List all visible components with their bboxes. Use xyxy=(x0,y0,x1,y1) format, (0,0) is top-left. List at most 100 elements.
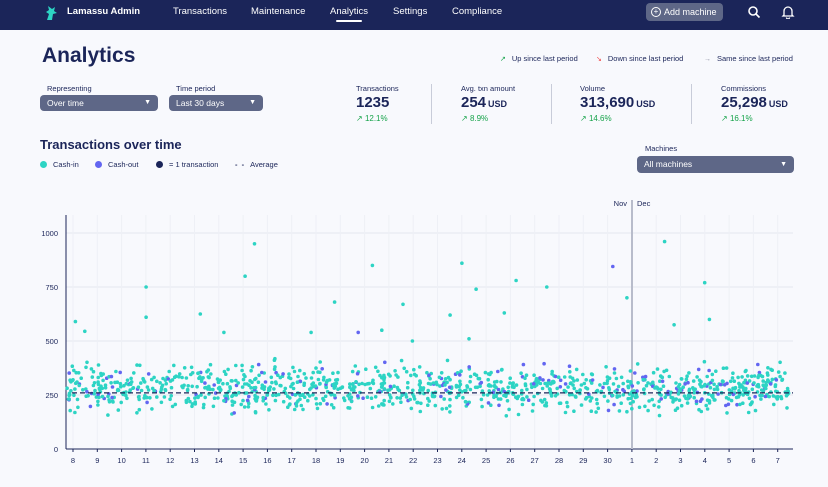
cash-out-point xyxy=(388,384,393,389)
nav-transactions[interactable]: Transactions xyxy=(173,6,228,17)
cash-in-point xyxy=(75,380,79,384)
cash-in-point xyxy=(249,386,253,390)
cash-in-point xyxy=(642,387,646,391)
nav-compliance[interactable]: Compliance xyxy=(452,6,503,17)
cash-in-point xyxy=(532,373,536,377)
cash-in-point xyxy=(669,395,673,400)
x-tick-label: 14 xyxy=(215,456,223,465)
cash-out-point xyxy=(567,364,572,368)
cash-in-point xyxy=(443,377,448,381)
cash-in-point xyxy=(265,393,270,397)
cash-out-point xyxy=(479,380,484,385)
cash-in-point xyxy=(167,369,171,374)
cash-out-point xyxy=(320,367,325,371)
cash-in-point xyxy=(79,376,83,380)
time-period-select[interactable]: Last 30 days ▼ xyxy=(169,95,263,111)
cash-in-point xyxy=(562,388,567,393)
cash-in-point xyxy=(695,375,699,379)
cash-in-point xyxy=(474,287,478,291)
cash-in-point xyxy=(427,399,432,403)
cash-in-point xyxy=(271,393,275,398)
representing-select[interactable]: Over time ▼ xyxy=(40,95,158,111)
cash-in-point xyxy=(687,387,692,392)
cash-in-point xyxy=(487,383,491,387)
cash-in-point xyxy=(738,402,742,407)
cash-in-point xyxy=(222,330,226,335)
cash-in-point xyxy=(565,400,569,405)
stat-avg-value: 254 USD xyxy=(461,94,508,111)
cash-in-point xyxy=(96,363,101,367)
cash-in-point xyxy=(489,403,493,407)
cash-in-point xyxy=(641,377,646,382)
notifications-bell-icon[interactable] xyxy=(781,5,795,19)
cash-in-point xyxy=(778,374,782,379)
cash-in-point xyxy=(137,397,141,402)
cash-in-point xyxy=(198,312,203,316)
cash-out-point xyxy=(110,385,115,389)
cash-in-point xyxy=(180,375,184,380)
cash-in-point xyxy=(376,369,380,374)
add-machine-button[interactable]: + Add machine xyxy=(646,3,723,21)
cash-in-point xyxy=(89,367,94,371)
cash-in-point xyxy=(287,372,291,376)
cash-in-point xyxy=(542,397,547,402)
cash-in-point xyxy=(97,395,101,400)
x-tick-label: 25 xyxy=(482,456,490,465)
cash-in-point xyxy=(168,397,172,401)
cash-in-point xyxy=(459,369,463,373)
cash-in-point xyxy=(652,403,656,408)
cash-in-point xyxy=(495,379,499,384)
cash-in-point xyxy=(276,373,280,377)
cash-in-point xyxy=(605,375,610,379)
cash-in-point xyxy=(90,375,95,379)
cash-in-point xyxy=(614,376,619,381)
cash-in-point xyxy=(404,395,409,399)
machines-select[interactable]: All machines ▼ xyxy=(637,156,794,173)
cash-in-point xyxy=(159,400,164,405)
cash-in-point xyxy=(93,388,97,393)
cash-in-point xyxy=(732,379,737,383)
search-icon[interactable] xyxy=(747,5,761,19)
cash-in-point xyxy=(334,378,338,382)
x-tick-label: 22 xyxy=(409,456,417,465)
cash-out-point xyxy=(774,378,779,382)
cash-in-point xyxy=(177,372,182,376)
cash-in-point xyxy=(99,384,103,388)
cash-in-point xyxy=(84,394,88,398)
cash-in-point xyxy=(739,384,743,388)
cash-in-point xyxy=(630,393,635,398)
cash-in-point xyxy=(667,374,672,379)
cash-in-point xyxy=(635,362,640,366)
cash-in-point xyxy=(464,400,468,404)
cash-in-point xyxy=(408,397,413,402)
cash-out-point xyxy=(298,379,303,384)
cash-in-point xyxy=(170,404,175,409)
cash-in-point xyxy=(84,365,88,370)
cash-in-point xyxy=(234,378,238,383)
cash-in-point xyxy=(198,375,202,379)
cash-in-point xyxy=(646,408,650,413)
cash-in-point xyxy=(400,393,404,397)
cash-in-point xyxy=(708,385,713,390)
nav-settings[interactable]: Settings xyxy=(393,6,428,17)
x-tick-label: 24 xyxy=(458,456,466,465)
cash-in-point xyxy=(479,397,484,402)
stat-transactions-value: 1235 xyxy=(356,94,390,111)
cash-in-point xyxy=(785,406,789,410)
chevron-down-icon: ▼ xyxy=(144,99,151,106)
cash-in-point xyxy=(365,382,370,386)
cash-in-point xyxy=(729,398,734,403)
plus-icon: + xyxy=(651,7,661,17)
lamassu-logo-icon[interactable] xyxy=(44,5,58,21)
y-tick-label: 500 xyxy=(45,337,58,346)
cash-in-point xyxy=(610,393,615,398)
nav-maintenance[interactable]: Maintenance xyxy=(251,6,306,17)
cash-in-point xyxy=(502,393,506,398)
nav-analytics[interactable]: Analytics xyxy=(330,6,369,22)
cash-out-point xyxy=(716,392,720,396)
cash-in-point xyxy=(595,401,599,406)
cash-in-point xyxy=(604,365,608,369)
cash-in-point xyxy=(240,368,244,373)
cash-out-point xyxy=(355,371,360,376)
cash-in-point xyxy=(218,388,223,393)
